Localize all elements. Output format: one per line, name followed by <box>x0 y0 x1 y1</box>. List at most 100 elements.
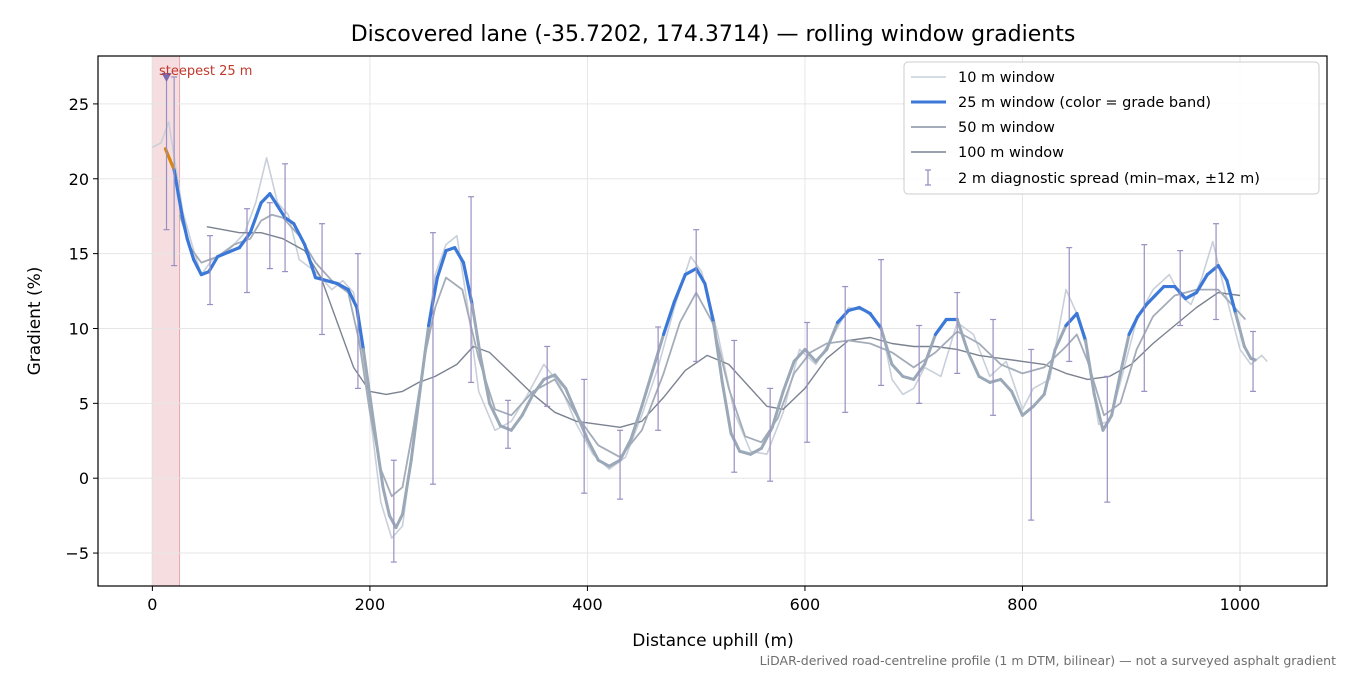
spread-errorbar <box>282 163 289 273</box>
series-25m-segment <box>1084 338 1096 396</box>
spread-errorbar <box>1141 244 1148 392</box>
series-25m-segment <box>226 246 241 254</box>
spread-errorbar <box>390 459 397 563</box>
series-25m-segment <box>1010 389 1024 417</box>
series-25m-segment <box>488 401 502 428</box>
series-25m-segment <box>1075 311 1088 343</box>
series-25m-segment <box>479 356 492 405</box>
series-25m-segment <box>585 437 600 462</box>
series-25m-segment <box>901 374 916 381</box>
spread-errorbar <box>319 223 326 336</box>
series-25m-segment <box>792 347 807 363</box>
series-25m-segment <box>1153 284 1166 298</box>
series-25m-segment <box>1194 272 1209 295</box>
spread-layer <box>163 73 1257 563</box>
series-25m-segment <box>879 326 894 366</box>
y-tick-label: 5 <box>79 394 89 413</box>
series-25m-segment <box>168 157 176 172</box>
series-25m-segment <box>361 347 372 398</box>
y-tick-label: 25 <box>69 95 89 114</box>
spread-errorbar <box>1213 223 1220 321</box>
series-25m-segment <box>923 332 937 366</box>
series-25m-segment <box>629 404 644 441</box>
series-25m-segment <box>313 275 328 283</box>
series-25m-segment <box>192 258 203 277</box>
spread-errorbar <box>1104 375 1111 503</box>
series-25m-segment <box>181 217 189 241</box>
series-25m-segment <box>720 380 733 435</box>
series-25m-segment <box>216 250 231 259</box>
spread-errorbar <box>842 285 849 413</box>
series-25m-segment <box>729 431 742 453</box>
series-25m-segment <box>933 317 948 337</box>
series-25m-segment <box>498 424 513 432</box>
legend-label-w10: 10 m window <box>958 70 1055 86</box>
x-tick-label: 200 <box>355 595 386 614</box>
series-25m-segment <box>292 222 307 247</box>
spread-errorbar <box>354 253 361 389</box>
series-25m-segment <box>1031 392 1046 408</box>
spread-errorbar <box>1177 250 1184 327</box>
series-25m-segment <box>1144 293 1157 307</box>
spread-errorbar <box>693 229 700 363</box>
series-25m-segment <box>176 193 185 221</box>
series-25m-segment <box>1234 312 1246 348</box>
y-axis-label: Gradient (%) <box>25 267 45 376</box>
y-tick-label: 15 <box>69 245 89 264</box>
plot-frame <box>97 55 1328 587</box>
spread-errorbar <box>990 318 997 416</box>
spread-errorbar <box>878 259 885 386</box>
series-25m-segment <box>999 377 1014 393</box>
chart-title: Discovered lane (-35.7202, 174.3714) — r… <box>351 22 1076 47</box>
series-25m-segment <box>394 512 405 530</box>
series-25m-segment <box>846 305 861 313</box>
series-25m-segment <box>640 368 655 408</box>
series-25m-segment <box>531 377 546 396</box>
series-25m-segment <box>381 485 391 518</box>
series-25m-segment <box>1064 311 1079 328</box>
series-25m-segment <box>607 458 622 468</box>
series-25m-segment <box>749 446 763 456</box>
series-25m-segment <box>1042 347 1057 396</box>
series-25m-segment <box>248 201 263 235</box>
series-25m-segment <box>955 318 970 354</box>
series-25m-segment <box>1216 264 1229 283</box>
marker-layer <box>161 72 172 82</box>
series-25m-segment <box>738 449 753 456</box>
series-25m-segment <box>1053 323 1068 351</box>
series-25m-segment <box>435 249 448 280</box>
series-25m-segment <box>825 320 840 351</box>
spread-errorbar <box>505 399 512 449</box>
series-25m-segment <box>401 458 413 516</box>
series-25m-segment <box>172 168 181 197</box>
footnote: LiDAR-derived road-centreline profile (1… <box>760 653 1336 668</box>
legend-swatch-spread <box>925 169 931 186</box>
series-25m-segment <box>185 237 196 262</box>
series-25m-segment <box>275 204 287 220</box>
y-tick-label: −5 <box>65 544 89 563</box>
series-25m-segment <box>453 246 466 265</box>
spread-errorbar <box>804 321 811 443</box>
series-25m-segment <box>857 305 872 316</box>
series-25m-segment <box>672 272 687 304</box>
legend-label-w50: 50 m window <box>958 120 1055 136</box>
series-25m-segment <box>346 287 359 310</box>
series-25m-segment <box>1184 290 1199 301</box>
series-25m-segment <box>890 362 905 378</box>
series-25m-segment <box>1110 371 1122 417</box>
steepest-marker <box>161 72 172 82</box>
legend-label-w25: 25 m window (color = grade band) <box>958 95 1211 111</box>
x-axis-ticks: 0 200 400 600 800 1000 <box>147 586 1260 614</box>
series-25m-segment <box>1225 278 1238 316</box>
series-25m-segment <box>661 299 677 337</box>
legend: 10 m window 25 m window (color = grade b… <box>903 61 1320 195</box>
series-25m-segment <box>703 281 716 325</box>
spread-errorbar <box>544 345 551 407</box>
legend-label-spread: 2 m diagnostic spread (min–max, ±12 m) <box>958 171 1260 187</box>
spread-errorbar <box>655 326 662 431</box>
series-25m-segment <box>988 377 1003 384</box>
steepest-annotation: steepest 25 m <box>159 64 252 79</box>
x-axis-label: Distance uphill (m) <box>632 631 793 651</box>
series-25m-segment <box>335 281 350 292</box>
